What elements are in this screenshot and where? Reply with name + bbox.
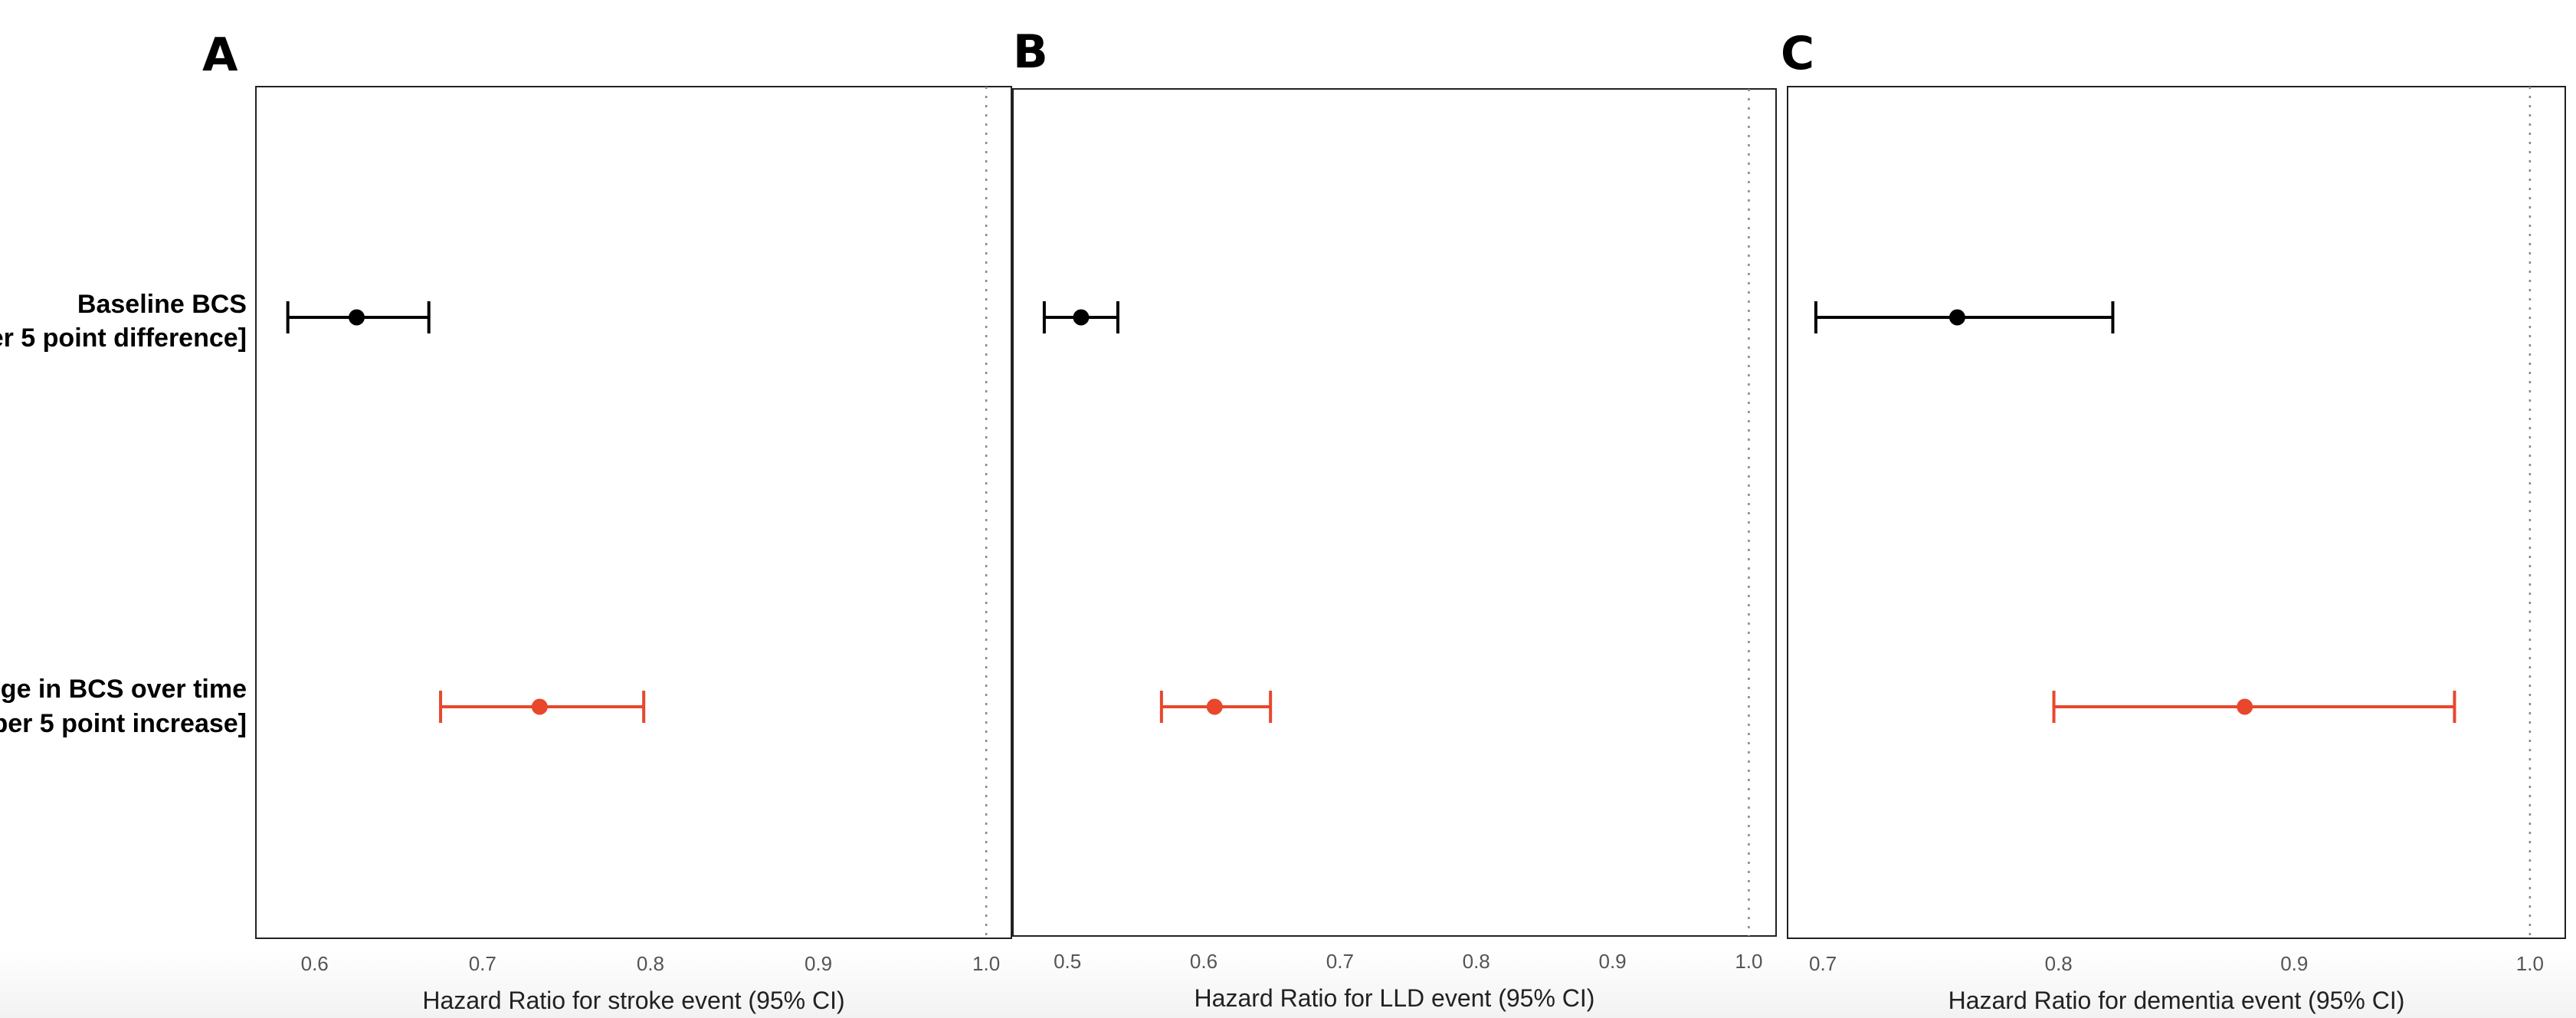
x-tick-label: 0.6 <box>1190 950 1218 973</box>
x-tick-label: 0.8 <box>2045 952 2073 975</box>
estimate-row-2 <box>439 691 646 723</box>
x-tick-label: 0.5 <box>1054 950 1081 973</box>
row-label-1: Baseline BCS [per 5 point difference] <box>0 290 247 353</box>
estimate-row-2 <box>2052 691 2456 723</box>
panel-a: A 0.6 0.7 0.8 0.9 1.0 Hazard Ratio for stroke … <box>202 28 1012 1014</box>
row-label-2-line-1: Change in BCS over time <box>0 675 247 704</box>
estimate-row-2 <box>1159 691 1273 723</box>
x-axis-title: Hazard Ratio for LLD event (95% CI) <box>1195 984 1595 1012</box>
x-tick-label: 0.9 <box>2280 952 2308 975</box>
estimate-row-1 <box>1814 301 2115 333</box>
row-label-1-line-1: Baseline BCS <box>77 290 247 319</box>
panels: A 0.6 0.7 0.8 0.9 1.0 Hazard Ratio for stroke … <box>202 25 2566 1014</box>
x-tick-label: 1.0 <box>972 952 1000 975</box>
point-estimate <box>1206 698 1223 715</box>
row-label-1-line-2: [per 5 point difference] <box>0 323 247 353</box>
point-estimate <box>2237 698 2253 715</box>
x-tick-label: 0.7 <box>1809 952 1837 975</box>
row-label-2-line-2: [per 5 point increase] <box>0 709 247 738</box>
estimate-row-1 <box>286 301 431 333</box>
point-estimate <box>1948 309 1965 326</box>
x-axis-title: Hazard Ratio for dementia event (95% CI) <box>1948 987 2405 1014</box>
panel-c-frame <box>1787 86 2566 939</box>
panel-b-frame <box>1012 88 1777 937</box>
panel-c-letter: C <box>1781 27 1814 80</box>
x-tick-label: 1.0 <box>2516 952 2544 975</box>
x-tick-label: 0.9 <box>805 952 832 975</box>
panel-b-letter: B <box>1013 25 1048 79</box>
x-tick-label: 1.0 <box>1735 950 1762 973</box>
x-tick-label: 0.8 <box>1463 950 1490 973</box>
panel-b: B 0.5 0.6 0.7 0.8 0.9 1.0 Hazard Ratio for LLD … <box>1012 25 1777 1012</box>
x-tick-label: 0.7 <box>469 952 497 975</box>
x-tick-label: 0.8 <box>637 952 664 975</box>
point-estimate <box>1073 309 1090 326</box>
point-estimate <box>348 309 365 326</box>
point-estimate <box>531 698 548 715</box>
x-tick-label: 0.7 <box>1326 950 1354 973</box>
x-tick-label: 0.9 <box>1598 950 1626 973</box>
x-tick-label: 0.6 <box>301 952 329 975</box>
x-axis-title: Hazard Ratio for stroke event (95% CI) <box>422 987 844 1014</box>
panel-c: C 0.7 0.8 0.9 1.0 Hazard Ratio for dementia e… <box>1781 27 2566 1014</box>
estimate-row-1 <box>1042 301 1119 333</box>
row-label-2: Change in BCS over time [per 5 point inc… <box>0 675 247 738</box>
panel-a-frame <box>255 86 1012 939</box>
panel-a-letter: A <box>202 28 238 82</box>
